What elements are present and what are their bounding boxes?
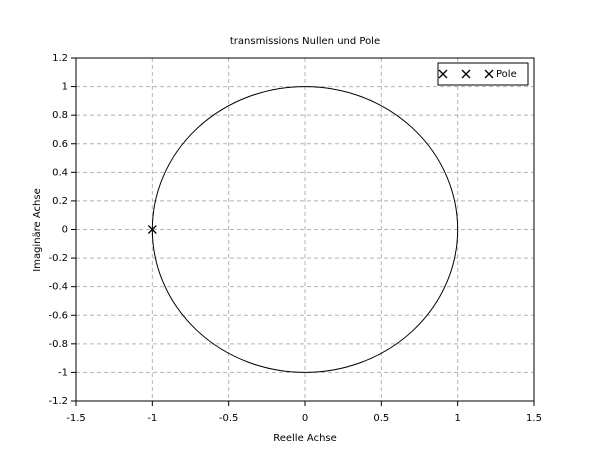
y-tick-label: -0.8 [48, 339, 68, 350]
y-tick-label: -1 [58, 367, 68, 378]
x-tick-label: -0.5 [219, 413, 239, 424]
pole-marker [147, 225, 157, 234]
y-tick-label: -0.6 [48, 310, 68, 321]
x-tick-label: 0 [302, 413, 308, 424]
y-tick-label: -1.2 [48, 396, 68, 407]
y-tick-label: 0.8 [52, 110, 68, 121]
chart-title: transmissions Nullen und Pole [230, 36, 380, 47]
x-axis-label: Reelle Achse [273, 433, 337, 444]
y-tick-label: 0.2 [52, 196, 68, 207]
x-tick-label: -1.5 [66, 413, 86, 424]
legend-box [437, 62, 529, 86]
y-tick-label: 0.6 [52, 139, 68, 150]
legend-marker [484, 69, 494, 79]
y-tick-label: 0.4 [52, 167, 68, 178]
x-tick-label: 1.5 [526, 413, 542, 424]
y-tick-label: 0 [62, 225, 68, 236]
y-tick-label: -0.4 [48, 282, 68, 293]
y-tick-label: -0.2 [48, 253, 68, 264]
y-axis-label: Imaginäre Achse [32, 188, 43, 272]
legend-label: Pole [496, 69, 517, 80]
y-tick-label: 1.2 [52, 53, 68, 64]
x-tick-label: 1 [454, 413, 460, 424]
y-tick-label: 1 [62, 82, 68, 93]
x-tick-label: 0.5 [373, 413, 389, 424]
legend-marker [438, 69, 448, 79]
legend-marker [461, 69, 471, 79]
plot-frame [75, 57, 535, 402]
x-tick-label: -1 [147, 413, 157, 424]
